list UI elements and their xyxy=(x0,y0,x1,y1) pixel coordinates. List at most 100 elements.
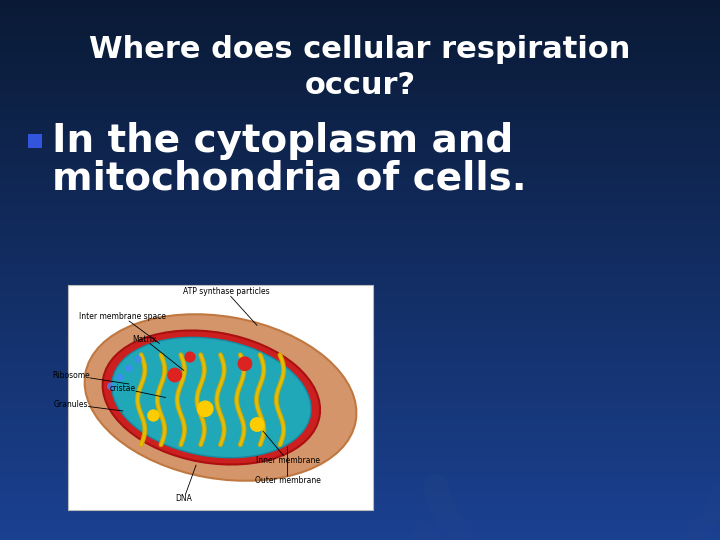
Bar xyxy=(0,349,720,350)
Bar xyxy=(0,287,720,288)
Bar xyxy=(0,513,720,514)
Bar xyxy=(0,303,720,304)
Bar xyxy=(0,281,720,282)
Bar xyxy=(0,157,720,158)
Bar xyxy=(0,80,720,81)
Bar xyxy=(0,54,720,55)
Circle shape xyxy=(148,410,159,421)
Bar xyxy=(0,195,720,196)
Bar xyxy=(0,185,720,186)
Bar xyxy=(0,471,720,472)
Bar xyxy=(0,275,720,276)
Bar xyxy=(0,140,720,141)
Text: Inner membrane: Inner membrane xyxy=(256,431,320,465)
Bar xyxy=(0,431,720,432)
Bar xyxy=(0,526,720,527)
Bar xyxy=(0,141,720,142)
Bar xyxy=(0,508,720,509)
Bar xyxy=(0,425,720,426)
Bar xyxy=(0,209,720,210)
Bar xyxy=(0,359,720,360)
Bar xyxy=(0,306,720,307)
Bar xyxy=(0,398,720,399)
Bar xyxy=(0,521,720,522)
Bar xyxy=(0,291,720,292)
Bar xyxy=(0,189,720,190)
Bar xyxy=(0,298,720,299)
Bar xyxy=(0,106,720,107)
Bar xyxy=(0,14,720,15)
Bar xyxy=(0,76,720,77)
Bar xyxy=(0,64,720,65)
Bar xyxy=(0,48,720,49)
Bar xyxy=(0,321,720,322)
Bar xyxy=(0,311,720,312)
Bar xyxy=(0,458,720,459)
Bar xyxy=(0,360,720,361)
Bar xyxy=(0,75,720,76)
Bar xyxy=(0,262,720,263)
Text: DNA: DNA xyxy=(176,465,196,503)
Bar xyxy=(0,397,720,398)
Bar xyxy=(0,404,720,405)
Bar xyxy=(0,213,720,214)
Bar xyxy=(0,334,720,335)
Bar xyxy=(0,335,720,336)
Bar xyxy=(0,432,720,433)
Bar xyxy=(0,363,720,364)
Bar xyxy=(0,168,720,169)
Text: cristae: cristae xyxy=(110,384,166,397)
Bar xyxy=(0,476,720,477)
Bar xyxy=(0,524,720,525)
Bar xyxy=(0,501,720,502)
Bar xyxy=(0,196,720,197)
Bar xyxy=(0,371,720,372)
Bar xyxy=(0,249,720,250)
Circle shape xyxy=(108,383,114,389)
Bar xyxy=(0,418,720,419)
Bar xyxy=(0,83,720,84)
Bar xyxy=(0,332,720,333)
Bar xyxy=(0,445,720,446)
Bar xyxy=(0,309,720,310)
Bar xyxy=(0,515,720,516)
Bar xyxy=(0,414,720,415)
Bar xyxy=(0,473,720,474)
Bar xyxy=(0,246,720,247)
Bar xyxy=(0,5,720,6)
Bar xyxy=(0,490,720,491)
Bar xyxy=(0,51,720,52)
Bar xyxy=(0,7,720,8)
Bar xyxy=(0,466,720,467)
Bar xyxy=(0,268,720,269)
Bar xyxy=(0,282,720,283)
Bar xyxy=(0,10,720,11)
Bar xyxy=(0,462,720,463)
Bar xyxy=(0,374,720,375)
Bar xyxy=(0,181,720,182)
Bar xyxy=(0,357,720,358)
Bar xyxy=(0,395,720,396)
Bar xyxy=(0,385,720,386)
Bar xyxy=(0,279,720,280)
Bar xyxy=(0,353,720,354)
Bar xyxy=(0,274,720,275)
Bar xyxy=(0,530,720,531)
Bar xyxy=(0,329,720,330)
Text: Outer membrane: Outer membrane xyxy=(255,447,320,485)
Bar xyxy=(0,304,720,305)
Bar xyxy=(0,532,720,533)
Bar xyxy=(0,412,720,413)
Bar xyxy=(0,468,720,469)
Bar xyxy=(0,77,720,78)
Bar xyxy=(0,342,720,343)
Bar xyxy=(0,113,720,114)
Bar xyxy=(0,110,720,111)
Bar xyxy=(0,49,720,50)
Text: ATP synthase particles: ATP synthase particles xyxy=(184,287,270,326)
Bar xyxy=(0,403,720,404)
Bar xyxy=(0,129,720,130)
Bar xyxy=(0,94,720,95)
Bar xyxy=(0,314,720,315)
Bar xyxy=(0,102,720,103)
